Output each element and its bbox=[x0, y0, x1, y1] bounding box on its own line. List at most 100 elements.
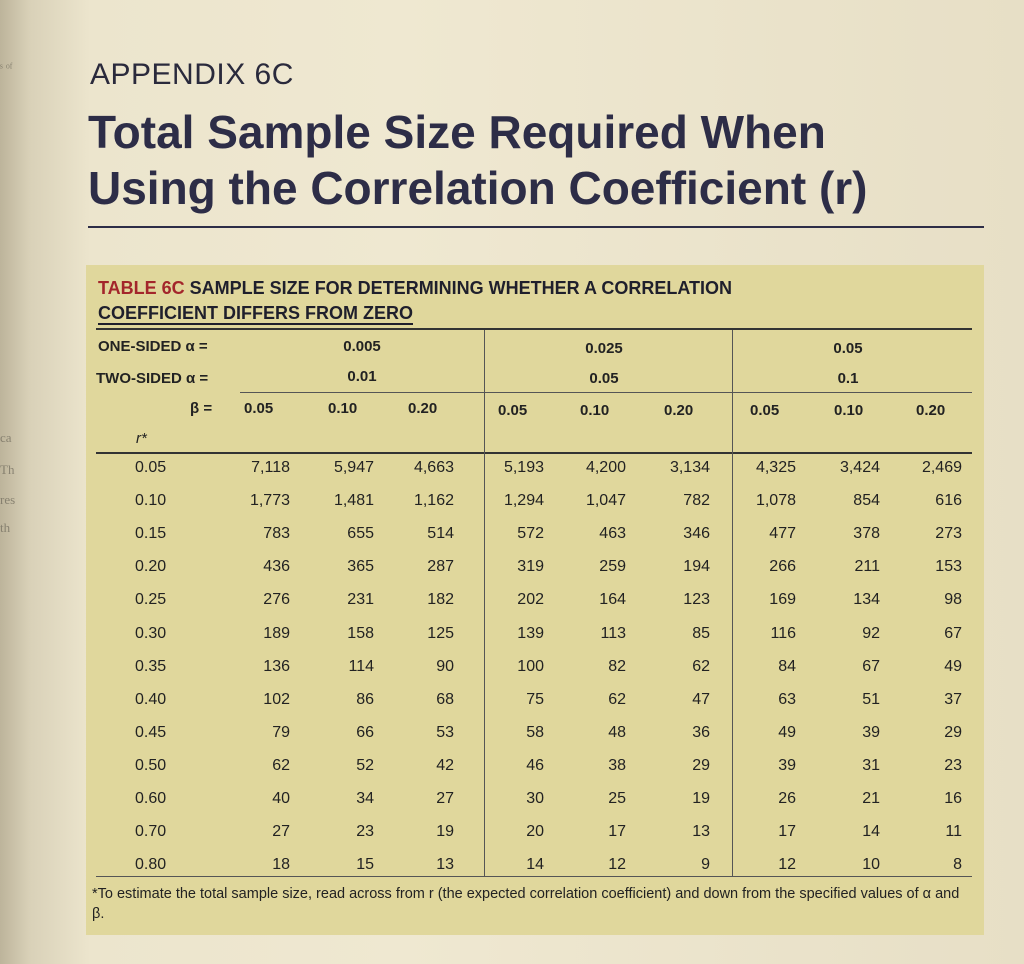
caption-text-a: SAMPLE SIZE FOR DETERMINING WHETHER A CO… bbox=[184, 278, 733, 298]
table-cell: 231 bbox=[347, 591, 374, 608]
r-label: r* bbox=[136, 430, 147, 447]
table-cell: 514 bbox=[427, 525, 454, 542]
table-cell: 854 bbox=[853, 492, 880, 509]
table-cell: 477 bbox=[769, 525, 796, 542]
table-cell: 783 bbox=[263, 525, 290, 542]
table-cell: 82 bbox=[608, 658, 626, 675]
r-value: 0.10 bbox=[135, 492, 167, 509]
table-cell: 37 bbox=[944, 691, 962, 708]
table-cell: 1,294 bbox=[503, 492, 544, 509]
table-cell: 27 bbox=[436, 790, 454, 807]
table-cell: 17 bbox=[778, 823, 796, 840]
table-cell: 125 bbox=[427, 625, 454, 642]
table-cell: 189 bbox=[263, 625, 290, 642]
table-cell: 51 bbox=[862, 691, 880, 708]
beta-value: 0.05 bbox=[498, 402, 528, 419]
gutter-bleed-text: res bbox=[0, 492, 16, 507]
table-cell: 52 bbox=[356, 757, 374, 774]
table-cell: 572 bbox=[517, 525, 544, 542]
table-panel bbox=[86, 265, 984, 935]
table-cell: 182 bbox=[427, 591, 454, 608]
table-cell: 378 bbox=[853, 525, 880, 542]
table-cell: 15 bbox=[356, 856, 374, 873]
table-footnote: *To estimate the total sample size, read… bbox=[92, 886, 960, 922]
one-sided-alpha-value: 0.025 bbox=[585, 340, 623, 357]
table-cell: 23 bbox=[944, 757, 962, 774]
table-cell: 365 bbox=[347, 558, 374, 575]
table-cell: 79 bbox=[272, 724, 290, 741]
beta-value: 0.20 bbox=[664, 402, 694, 419]
table-cell: 29 bbox=[944, 724, 962, 741]
table-cell: 202 bbox=[517, 591, 544, 608]
table-cell: 11 bbox=[945, 823, 962, 840]
table-cell: 13 bbox=[436, 856, 454, 873]
table-cell: 48 bbox=[608, 724, 626, 741]
table-cell: 463 bbox=[599, 525, 626, 542]
beta-value: 0.05 bbox=[244, 400, 274, 417]
table-cell: 14 bbox=[862, 823, 880, 840]
table-cell: 21 bbox=[862, 790, 880, 807]
table-cell: 1,047 bbox=[585, 492, 626, 509]
table-cell: 86 bbox=[356, 691, 374, 708]
table-cell: 7,118 bbox=[251, 459, 290, 476]
table-cell: 47 bbox=[692, 691, 710, 708]
table-cell: 123 bbox=[683, 591, 710, 608]
table-cell: 20 bbox=[526, 823, 544, 840]
table-cell: 3,134 bbox=[669, 459, 710, 476]
table-cell: 102 bbox=[263, 691, 290, 708]
table-cell: 34 bbox=[356, 790, 374, 807]
table-cell: 75 bbox=[526, 691, 544, 708]
beta-label: β = bbox=[190, 400, 213, 417]
table-cell: 134 bbox=[853, 591, 880, 608]
two-sided-alpha-value: 0.1 bbox=[837, 370, 859, 387]
table-cell: 39 bbox=[862, 724, 880, 741]
gutter-bleed-text: ˢ ᵒᶠ bbox=[0, 60, 13, 75]
table-cell: 1,078 bbox=[755, 492, 796, 509]
r-value: 0.15 bbox=[135, 525, 167, 542]
table-cell: 287 bbox=[427, 558, 454, 575]
table-cell: 164 bbox=[599, 591, 626, 608]
two-sided-alpha-label: TWO-SIDED α = bbox=[96, 370, 209, 387]
table-cell: 655 bbox=[347, 525, 374, 542]
alpha-header-rule bbox=[240, 392, 972, 393]
beta-value: 0.10 bbox=[580, 402, 610, 419]
beta-value: 0.05 bbox=[750, 402, 780, 419]
table-cell: 1,162 bbox=[413, 492, 454, 509]
header-bottom-rule bbox=[96, 452, 972, 454]
table-cell: 62 bbox=[272, 757, 290, 774]
group-divider bbox=[732, 330, 733, 876]
caption-text-b: COEFFICIENT DIFFERS FROM ZERO bbox=[98, 303, 413, 325]
table-cell: 276 bbox=[263, 591, 290, 608]
table-cell: 8 bbox=[953, 856, 962, 873]
table-cell: 62 bbox=[692, 658, 710, 675]
table-cell: 53 bbox=[436, 724, 454, 741]
table-cell: 98 bbox=[944, 591, 962, 608]
page-title: Total Sample Size Required When Using th… bbox=[88, 104, 988, 216]
appendix-label: APPENDIX 6C bbox=[90, 58, 294, 91]
table-cell: 169 bbox=[769, 591, 796, 608]
table-cell: 319 bbox=[517, 558, 544, 575]
table-cell: 63 bbox=[778, 691, 796, 708]
r-value: 0.30 bbox=[135, 625, 167, 642]
title-underline bbox=[88, 226, 984, 228]
table-cell: 273 bbox=[935, 525, 962, 542]
table-cell: 85 bbox=[692, 625, 710, 642]
table-cell: 114 bbox=[348, 658, 374, 675]
table-cell: 67 bbox=[862, 658, 880, 675]
table-cell: 346 bbox=[683, 525, 710, 542]
table-cell: 30 bbox=[526, 790, 544, 807]
one-sided-alpha-value: 0.05 bbox=[833, 340, 863, 357]
one-sided-alpha-label: ONE-SIDED α = bbox=[98, 338, 208, 355]
table-cell: 436 bbox=[263, 558, 290, 575]
table-cell: 4,663 bbox=[413, 459, 454, 476]
table-cell: 194 bbox=[683, 558, 710, 575]
table-cell: 19 bbox=[692, 790, 710, 807]
table-cell: 90 bbox=[436, 658, 454, 675]
table-cell: 2,469 bbox=[921, 459, 962, 476]
table-cell: 39 bbox=[778, 757, 796, 774]
table-cell: 266 bbox=[769, 558, 796, 575]
r-value: 0.45 bbox=[135, 724, 167, 741]
r-value: 0.25 bbox=[135, 591, 167, 608]
table-cell: 16 bbox=[944, 790, 962, 807]
table-cell: 4,325 bbox=[755, 459, 796, 476]
